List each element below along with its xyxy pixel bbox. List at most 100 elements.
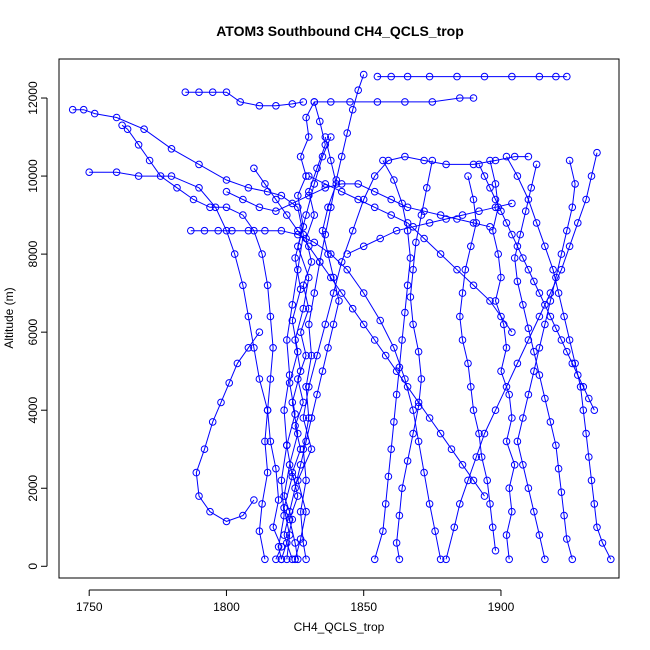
data-point: [239, 211, 247, 219]
data-point: [379, 527, 387, 536]
data-point: [370, 203, 379, 212]
data-point: [288, 515, 297, 524]
data-point: [387, 445, 396, 454]
data-point: [348, 304, 357, 313]
y-axis-label: Altitude (m): [2, 287, 16, 348]
data-point: [491, 195, 500, 204]
data-point: [299, 281, 308, 290]
data-point: [285, 371, 294, 379]
data-point: [299, 304, 308, 313]
data-point: [250, 496, 258, 504]
data-point: [480, 492, 489, 500]
data-point: [222, 203, 231, 212]
data-point: [343, 129, 352, 137]
data-point: [464, 476, 472, 485]
data-point: [453, 265, 461, 274]
data-point: [258, 500, 266, 508]
data-point: [192, 468, 201, 477]
plot-frame: [58, 58, 620, 579]
data-point: [288, 301, 297, 309]
data-point: [294, 203, 302, 212]
data-point: [524, 324, 533, 333]
data-point: [552, 324, 560, 333]
series-line: [478, 164, 595, 411]
data-point: [464, 172, 472, 180]
data-point: [307, 445, 316, 454]
series-23: [305, 172, 516, 337]
series-11: [486, 156, 519, 564]
data-point: [280, 531, 288, 539]
data-point: [266, 375, 275, 383]
series-line: [289, 101, 326, 560]
data-point: [409, 265, 417, 274]
data-point: [587, 476, 596, 485]
data-point: [156, 172, 165, 180]
data-point: [285, 379, 294, 387]
data-point: [392, 539, 401, 547]
data-point: [189, 195, 198, 204]
data-point: [280, 406, 288, 415]
axes: 1750 1800 1850 1900 0 2000 4000 6000 8000 10000 12…: [26, 81, 515, 614]
data-point: [563, 72, 571, 81]
data-point: [403, 219, 412, 227]
data-point: [524, 265, 533, 274]
data-point: [321, 184, 330, 192]
y-tick-label: 2000: [26, 475, 40, 502]
series-13: [442, 148, 601, 564]
data-point: [593, 148, 601, 157]
x-tick-label: 1850: [350, 600, 377, 614]
data-point: [134, 141, 143, 149]
data-point: [305, 133, 313, 141]
data-point: [469, 219, 478, 227]
data-point: [568, 359, 577, 368]
data-point: [458, 461, 467, 469]
data-point: [571, 180, 579, 188]
data-point: [486, 156, 494, 165]
data-point: [491, 546, 500, 555]
data-point: [535, 72, 544, 81]
data-point: [510, 254, 519, 262]
data-point: [384, 156, 393, 165]
data-point: [79, 105, 88, 114]
data-point: [305, 304, 313, 313]
data-point: [310, 180, 319, 188]
data-point: [288, 316, 297, 325]
data-point: [563, 347, 571, 356]
data-point: [483, 476, 492, 485]
series-5: [68, 105, 308, 564]
data-point: [579, 383, 588, 391]
data-point: [456, 94, 464, 102]
series-8: [192, 328, 264, 526]
data-point: [277, 191, 286, 200]
data-point: [258, 250, 266, 258]
data-point: [491, 156, 500, 165]
data-point: [568, 555, 577, 564]
data-point: [420, 207, 428, 215]
data-point: [409, 320, 417, 329]
data-point: [563, 226, 571, 235]
data-point: [250, 164, 258, 173]
data-point: [85, 168, 93, 176]
data-point: [590, 500, 599, 508]
data-point: [228, 226, 236, 235]
data-point: [486, 223, 494, 231]
data-point: [450, 523, 459, 532]
data-point: [502, 344, 511, 352]
data-point: [187, 226, 195, 235]
data-point: [467, 383, 475, 391]
data-point: [359, 289, 368, 297]
data-point: [318, 367, 327, 376]
data-point: [488, 523, 497, 532]
data-point: [272, 207, 280, 215]
data-point: [291, 539, 299, 547]
data-point: [222, 187, 231, 196]
data-point: [337, 187, 346, 196]
data-point: [324, 203, 332, 212]
data-point: [510, 461, 519, 469]
data-point: [294, 492, 302, 500]
data-point: [230, 250, 239, 258]
data-point: [576, 383, 585, 391]
data-point: [491, 180, 500, 188]
data-point: [370, 187, 379, 196]
